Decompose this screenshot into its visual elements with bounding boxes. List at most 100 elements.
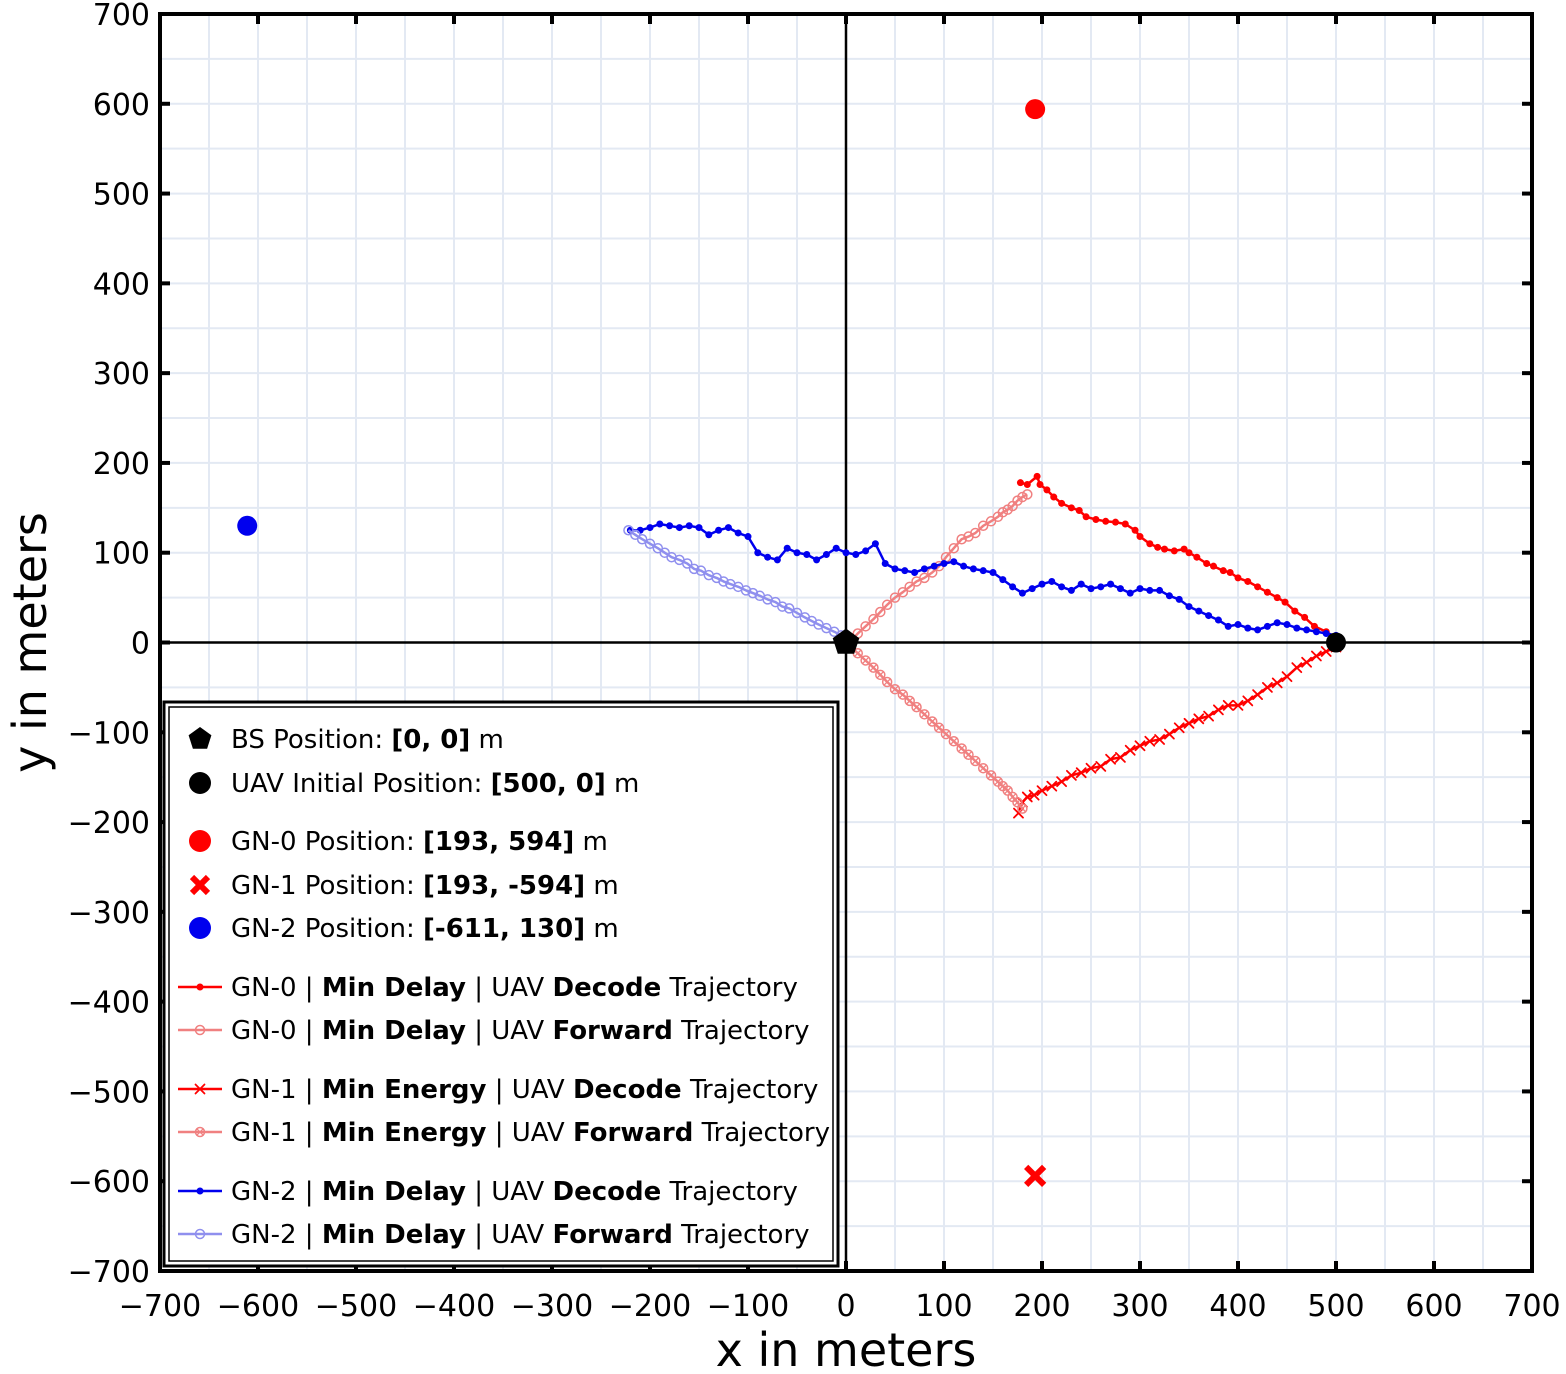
series-point-5 bbox=[623, 525, 634, 536]
series-point-3 bbox=[1012, 797, 1023, 808]
series-point-0 bbox=[1154, 543, 1162, 551]
series-point-3 bbox=[868, 662, 879, 673]
series-point-0 bbox=[1043, 486, 1051, 494]
series-point-1 bbox=[956, 533, 967, 545]
series-point-0 bbox=[1112, 518, 1119, 526]
series-point-4 bbox=[773, 556, 781, 564]
series-point-2 bbox=[1066, 769, 1077, 781]
series-point-4 bbox=[940, 559, 948, 567]
series-point-2 bbox=[1222, 699, 1234, 711]
series-point-4 bbox=[1205, 612, 1213, 620]
series-point-0 bbox=[1092, 515, 1100, 523]
series-point-0 bbox=[1291, 607, 1299, 615]
series-point-2 bbox=[1183, 717, 1195, 729]
series-point-4 bbox=[1322, 630, 1330, 638]
series-point-5 bbox=[783, 603, 795, 614]
series-0 bbox=[1016, 472, 1340, 642]
series-point-3-cross bbox=[883, 678, 891, 686]
series-point-4 bbox=[1283, 621, 1291, 629]
series-point-2 bbox=[1124, 744, 1136, 756]
series-point-4 bbox=[1303, 626, 1311, 634]
series-point-3-cross bbox=[935, 724, 943, 732]
y-tick-label: 100 bbox=[93, 537, 150, 572]
legend: BS Position: [0, 0] m UAV Initial Positio… bbox=[162, 700, 840, 1268]
series-point-3-ring bbox=[889, 683, 901, 695]
series-point-4 bbox=[1077, 580, 1085, 588]
series-point-5 bbox=[644, 538, 656, 549]
series-point-5 bbox=[791, 607, 803, 619]
series-point-4 bbox=[813, 556, 821, 564]
series-point-2 bbox=[1291, 662, 1303, 674]
series-point-4 bbox=[744, 533, 752, 541]
series-point-4 bbox=[656, 520, 664, 528]
x-tick-label: −200 bbox=[609, 1289, 691, 1324]
legend-series-marker-2 bbox=[194, 1083, 206, 1095]
legend-series-marker-1 bbox=[194, 1024, 206, 1036]
x-tick-label: 100 bbox=[915, 1289, 972, 1324]
series-point-1 bbox=[860, 621, 871, 632]
series-point-3-cross bbox=[928, 717, 936, 726]
points-layer bbox=[237, 99, 1346, 1187]
series-point-3-cross bbox=[876, 671, 884, 679]
series-point-5 bbox=[754, 590, 766, 602]
legend-series-label-1: GN-0 | Min Delay | UAV Forward Trajector… bbox=[231, 1016, 810, 1046]
series-point-4 bbox=[1175, 595, 1183, 603]
x-tick-label: 0 bbox=[836, 1289, 855, 1324]
series-point-4 bbox=[1009, 583, 1017, 591]
series-point-4 bbox=[1018, 589, 1026, 597]
x-tick-label: −400 bbox=[413, 1289, 495, 1324]
series-point-5 bbox=[725, 578, 736, 590]
y-tick-label: −200 bbox=[68, 806, 150, 841]
legend-series-marker-4 bbox=[196, 1187, 204, 1195]
series-point-2 bbox=[1252, 689, 1263, 700]
series-point-4 bbox=[783, 544, 791, 552]
series-point-0 bbox=[1234, 574, 1242, 582]
series-point-4 bbox=[1263, 622, 1271, 630]
series-point-4 bbox=[803, 551, 811, 559]
series-point-2 bbox=[1213, 704, 1224, 716]
series-point-4 bbox=[1146, 586, 1154, 594]
series-point-3 bbox=[948, 736, 960, 747]
legend-point-marker-3 bbox=[189, 874, 211, 896]
y-tick-label: −300 bbox=[68, 896, 150, 931]
y-tick-label: −100 bbox=[68, 716, 150, 751]
series-point-4 bbox=[862, 547, 870, 555]
series-point-0 bbox=[1254, 583, 1262, 591]
legend-point-label-2: GN-0 Position: [193, 594] m bbox=[231, 827, 608, 857]
series-point-0 bbox=[1281, 598, 1289, 606]
series-point-3-ring bbox=[911, 701, 922, 713]
series-point-4 bbox=[675, 524, 683, 532]
series-point-1 bbox=[868, 613, 879, 625]
series-point-3-ring bbox=[970, 755, 981, 767]
series-point-4 bbox=[1097, 583, 1105, 591]
series-point-3-cross bbox=[964, 751, 973, 759]
series-point-4 bbox=[1165, 592, 1173, 600]
series-point-4 bbox=[1254, 626, 1262, 634]
series-point-0 bbox=[1170, 547, 1178, 555]
series-point-1 bbox=[1022, 489, 1033, 500]
x-axis-label: x in meters bbox=[716, 1323, 977, 1374]
series-point-4 bbox=[1214, 616, 1222, 624]
series-point-4 bbox=[1234, 621, 1242, 629]
series-point-1 bbox=[875, 606, 886, 618]
series-point-4 bbox=[1224, 622, 1232, 630]
series-point-3-cross bbox=[950, 737, 958, 745]
series-point-5 bbox=[747, 587, 759, 599]
series-point-0 bbox=[1131, 526, 1139, 534]
series-point-3-ring bbox=[1017, 803, 1028, 814]
series-point-3 bbox=[977, 762, 989, 774]
legend-series-label-3: GN-1 | Min Energy | UAV Forward Trajecto… bbox=[231, 1118, 830, 1148]
series-point-4 bbox=[646, 524, 654, 532]
series-point-4 bbox=[1244, 624, 1252, 632]
series-point-0 bbox=[1273, 594, 1281, 602]
series-point-1 bbox=[904, 581, 915, 593]
series-point-4 bbox=[1136, 585, 1144, 593]
x-tick-label: 300 bbox=[1111, 1289, 1168, 1324]
series-point-0 bbox=[1210, 562, 1217, 570]
series-point-3-cross bbox=[861, 656, 870, 665]
series-point-4 bbox=[1293, 624, 1301, 632]
series-point-3 bbox=[881, 676, 893, 688]
point-marker-2 bbox=[1025, 99, 1046, 120]
legend-inner-box bbox=[168, 706, 834, 1262]
